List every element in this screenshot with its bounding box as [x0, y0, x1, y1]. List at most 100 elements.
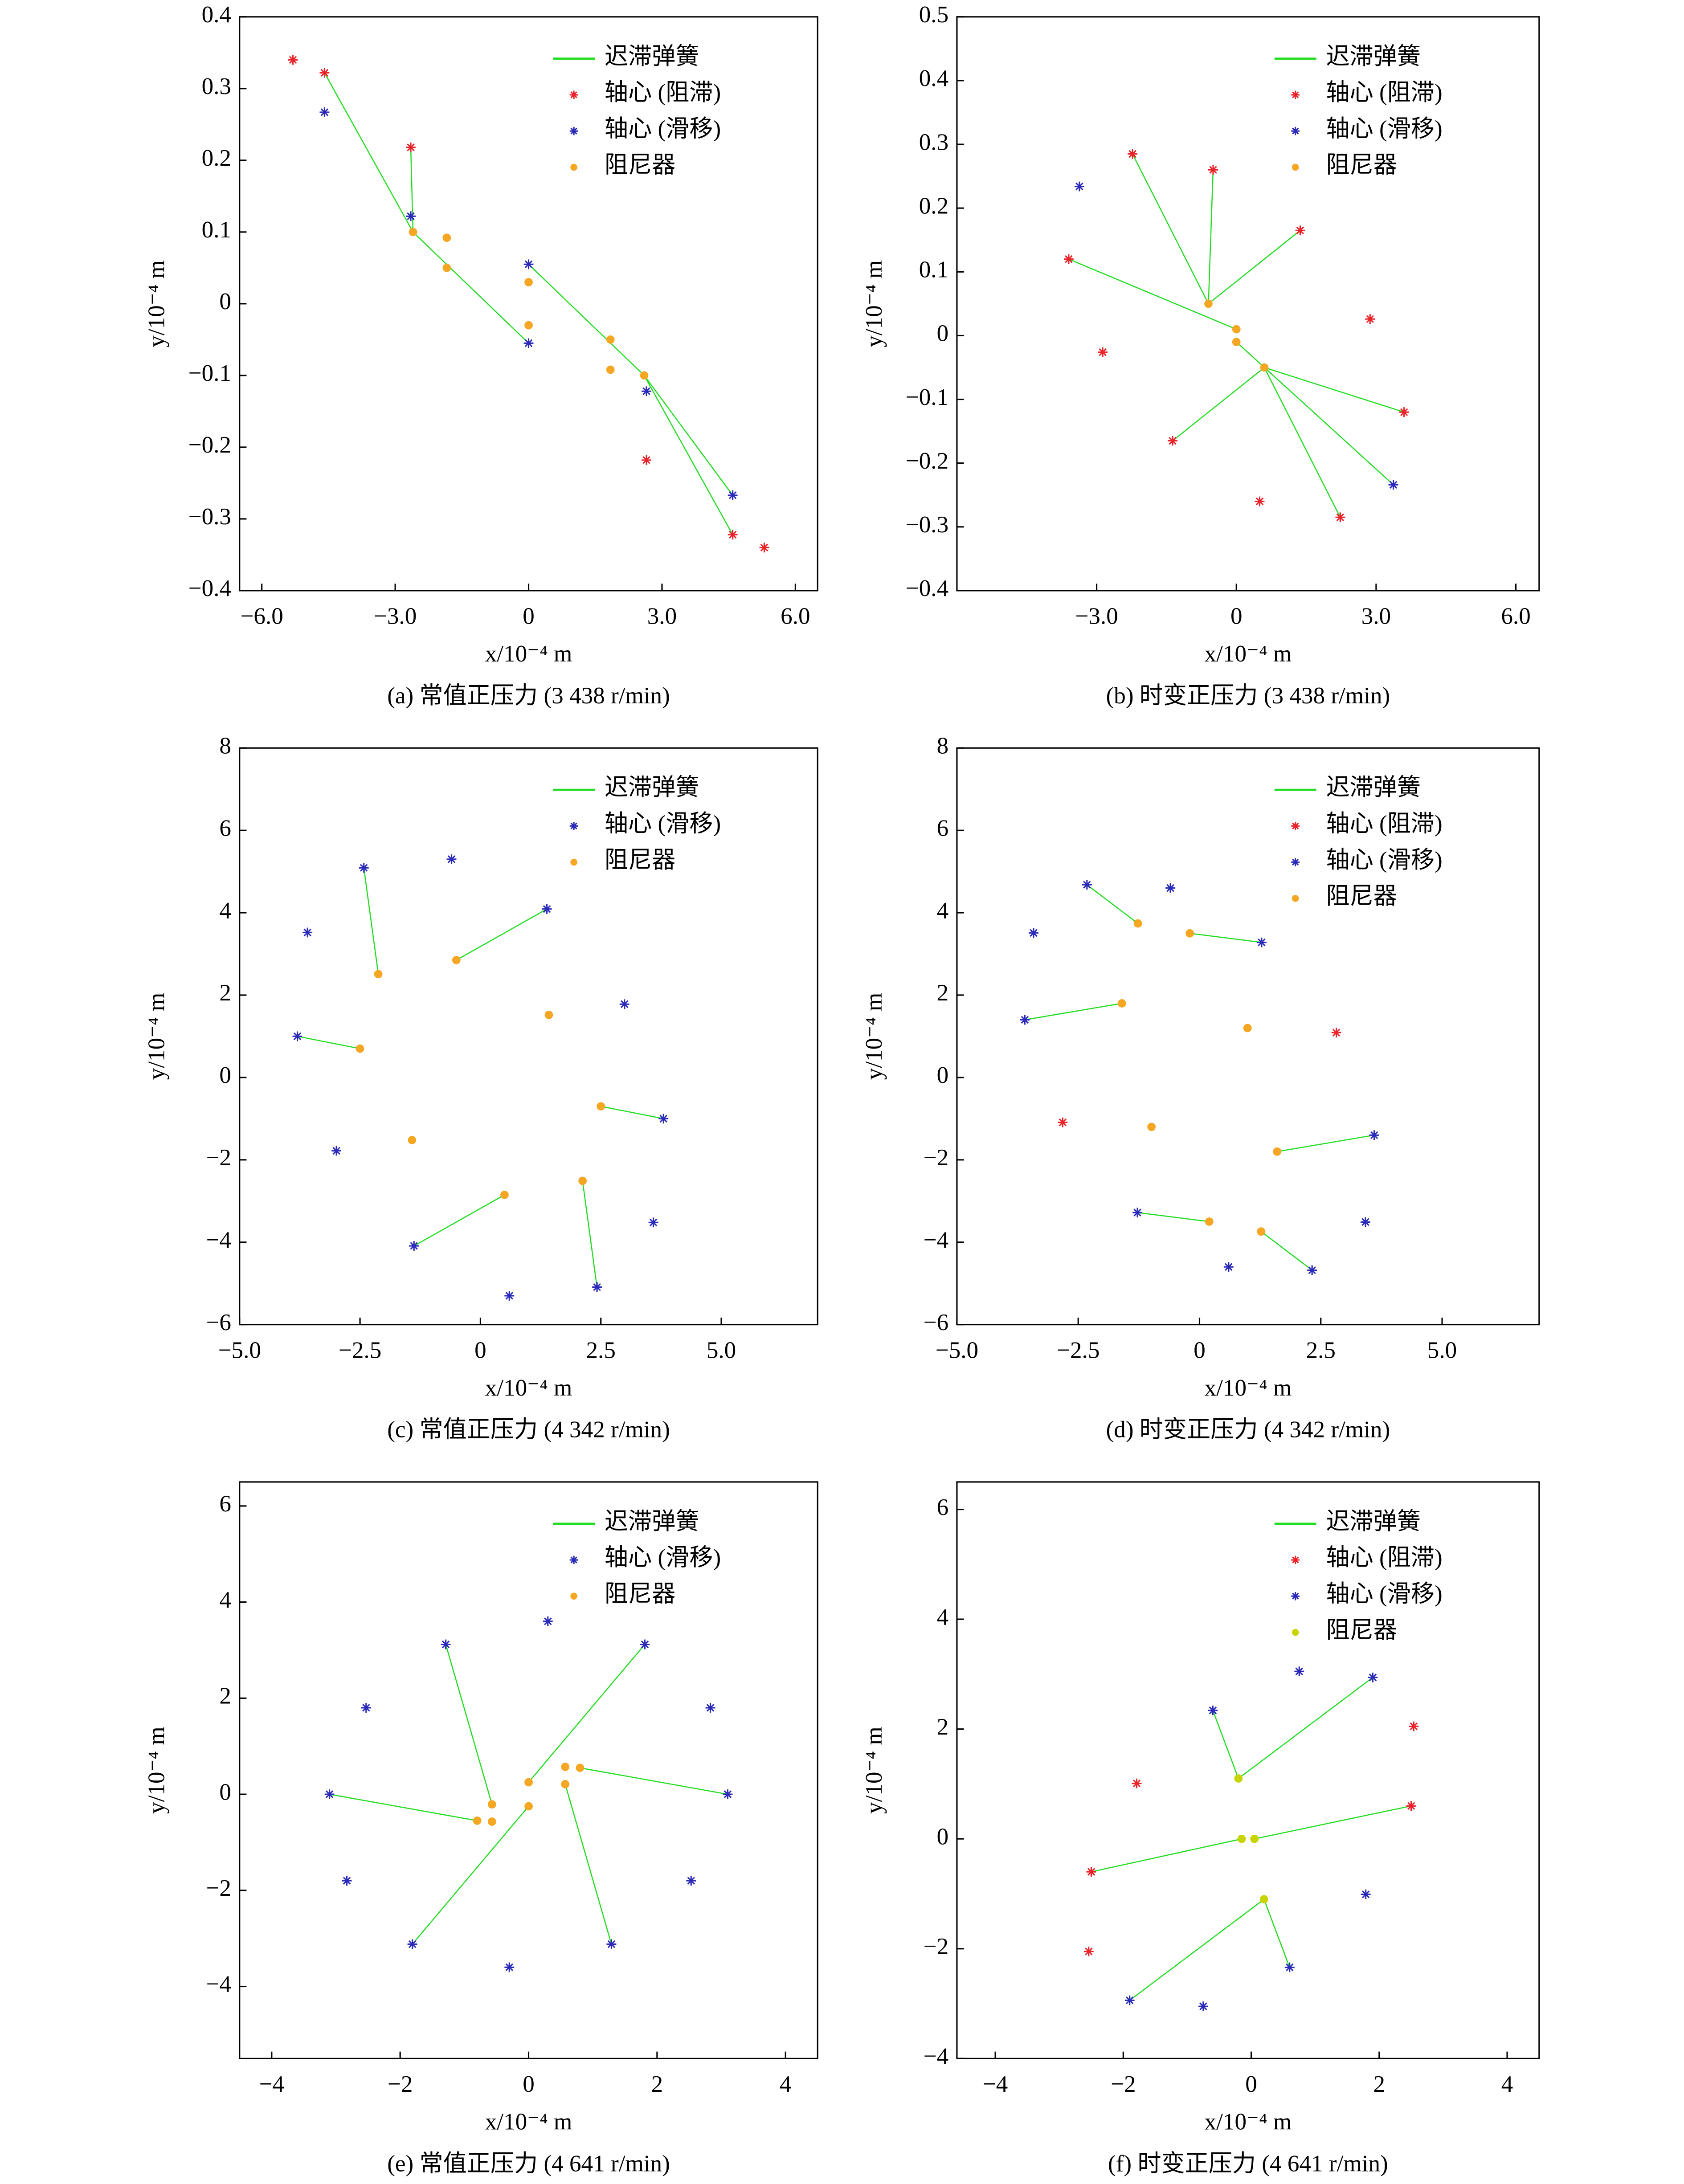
y-tick-label: 0 [937, 1062, 949, 1088]
x-tick-label: 6.0 [781, 604, 810, 629]
shaft-point [728, 490, 738, 500]
shaft-point [619, 999, 629, 1009]
shaft-point [658, 1114, 669, 1124]
legend-label: 迟滞弹簧 [1326, 44, 1421, 69]
spring [1208, 230, 1301, 304]
shaft-point [1294, 1666, 1304, 1677]
shaft-point [1020, 1015, 1030, 1025]
y-tick-label: −0.3 [188, 504, 231, 530]
damper-point [409, 228, 417, 237]
shaft-point [324, 1789, 335, 1800]
legend-label: 轴心 (滑移) [1326, 116, 1442, 142]
shaft-point [1165, 883, 1176, 893]
spring [1208, 170, 1214, 304]
legend-swatch [569, 127, 578, 135]
spring [329, 1793, 478, 1821]
legend-label: 轴心 (滑移) [605, 811, 721, 837]
legend-swatch [570, 858, 577, 866]
shaft-point [640, 1639, 650, 1649]
y-tick-label: 0 [937, 321, 949, 347]
x-tick-label: 2 [1373, 2071, 1386, 2097]
spring [601, 1106, 664, 1119]
damper-point [524, 1778, 533, 1787]
panel: −4 −2 0 2 4 −4 −2 0 2 4 6 x/10⁻⁴ m y/10⁻⁴ m (e) 常值正压力… [144, 1481, 818, 2176]
damper-point [1260, 363, 1269, 372]
legend-label: 阻尼器 [605, 152, 675, 178]
y-tick-label: 6 [937, 815, 949, 841]
damper-point [1273, 1147, 1282, 1156]
spring [1212, 1710, 1239, 1779]
shaft-point [1128, 149, 1138, 159]
y-tick-label: −4 [924, 1227, 949, 1253]
shaft-point [446, 854, 457, 864]
y-axis-label: y/10⁻⁴ m [861, 260, 887, 347]
y-axis-label: y/10⁻⁴ m [144, 993, 170, 1080]
shaft-point [1098, 347, 1108, 357]
spring [564, 1784, 612, 1944]
damper-point [1204, 299, 1213, 308]
spring [456, 908, 548, 961]
shaft-point [406, 142, 416, 152]
damper-point [561, 1763, 570, 1771]
shaft-point [331, 1146, 342, 1156]
damper-point [524, 321, 533, 330]
shaft-point [642, 386, 651, 396]
y-tick-label: −4 [206, 1227, 231, 1253]
damper-point [1232, 325, 1241, 334]
legend-swatch [1291, 90, 1300, 99]
x-tick-label: −6.0 [240, 604, 283, 629]
caption: (d) 时变正压力 (4 342 r/min) [1106, 1417, 1390, 1443]
caption: (c) 常值正压力 (4 342 r/min) [387, 1417, 670, 1443]
damper-point [1205, 1217, 1214, 1226]
spring [582, 1180, 598, 1287]
legend-label: 轴心 (滑移) [1326, 1581, 1442, 1607]
x-tick-label: 0 [474, 1337, 486, 1363]
y-tick-label: 2 [219, 980, 231, 1006]
y-tick-label: −2 [924, 1934, 949, 1959]
shaft-point [1132, 1208, 1143, 1218]
damper-point [1237, 1834, 1246, 1843]
legend-swatch [1291, 1555, 1300, 1564]
y-axis-label: y/10⁻⁴ m [144, 1727, 170, 1814]
shaft-point [1256, 937, 1267, 947]
damper-point [524, 278, 533, 286]
damper-point [487, 1800, 496, 1809]
y-tick-label: 0.2 [919, 193, 948, 219]
panel: −4 −2 0 2 4 −4 −2 0 2 4 6 x/10⁻⁴ m y/10⁻⁴ m (f) 时变正压力… [861, 1481, 1540, 2176]
shaft-point [543, 1616, 553, 1626]
shaft-point [441, 1639, 451, 1649]
spring [1025, 1003, 1122, 1021]
x-tick-label: −3.0 [1075, 604, 1118, 629]
legend-swatch [1292, 1629, 1299, 1636]
shaft-point [1369, 1130, 1379, 1140]
plot-frame [956, 16, 1540, 592]
shaft-point [759, 543, 769, 553]
damper-point [1234, 1774, 1243, 1783]
spring [324, 72, 414, 233]
legend-label: 轴心 (滑移) [1326, 847, 1442, 873]
y-tick-label: 0.4 [919, 65, 948, 91]
shaft-point [288, 55, 298, 65]
y-tick-label: −0.3 [906, 512, 948, 538]
y-tick-label: −0.1 [906, 384, 948, 410]
spring [1129, 1898, 1265, 2001]
damper-point [561, 1780, 570, 1788]
x-tick-label: 0 [523, 2071, 535, 2097]
shaft-point [1198, 2001, 1208, 2012]
legend-label: 迟滞弹簧 [1326, 775, 1421, 800]
caption: (b) 时变正压力 (3 438 r/min) [1106, 683, 1390, 709]
x-axis-label: x/10⁻⁴ m [485, 2109, 572, 2135]
x-tick-label: 0 [1230, 604, 1243, 629]
spring [363, 868, 379, 974]
y-tick-label: 0.2 [202, 145, 231, 171]
shaft-point [1074, 181, 1084, 192]
x-axis-label: x/10⁻⁴ m [1205, 2109, 1292, 2135]
shaft-point [302, 927, 313, 938]
shaft-point [1255, 496, 1265, 506]
legend-label: 轴心 (滑移) [605, 116, 721, 142]
x-axis-label: x/10⁻⁴ m [485, 1375, 572, 1401]
damper-point [1147, 1123, 1156, 1131]
shaft-point [1368, 1672, 1378, 1682]
shaft-point [1082, 880, 1092, 890]
